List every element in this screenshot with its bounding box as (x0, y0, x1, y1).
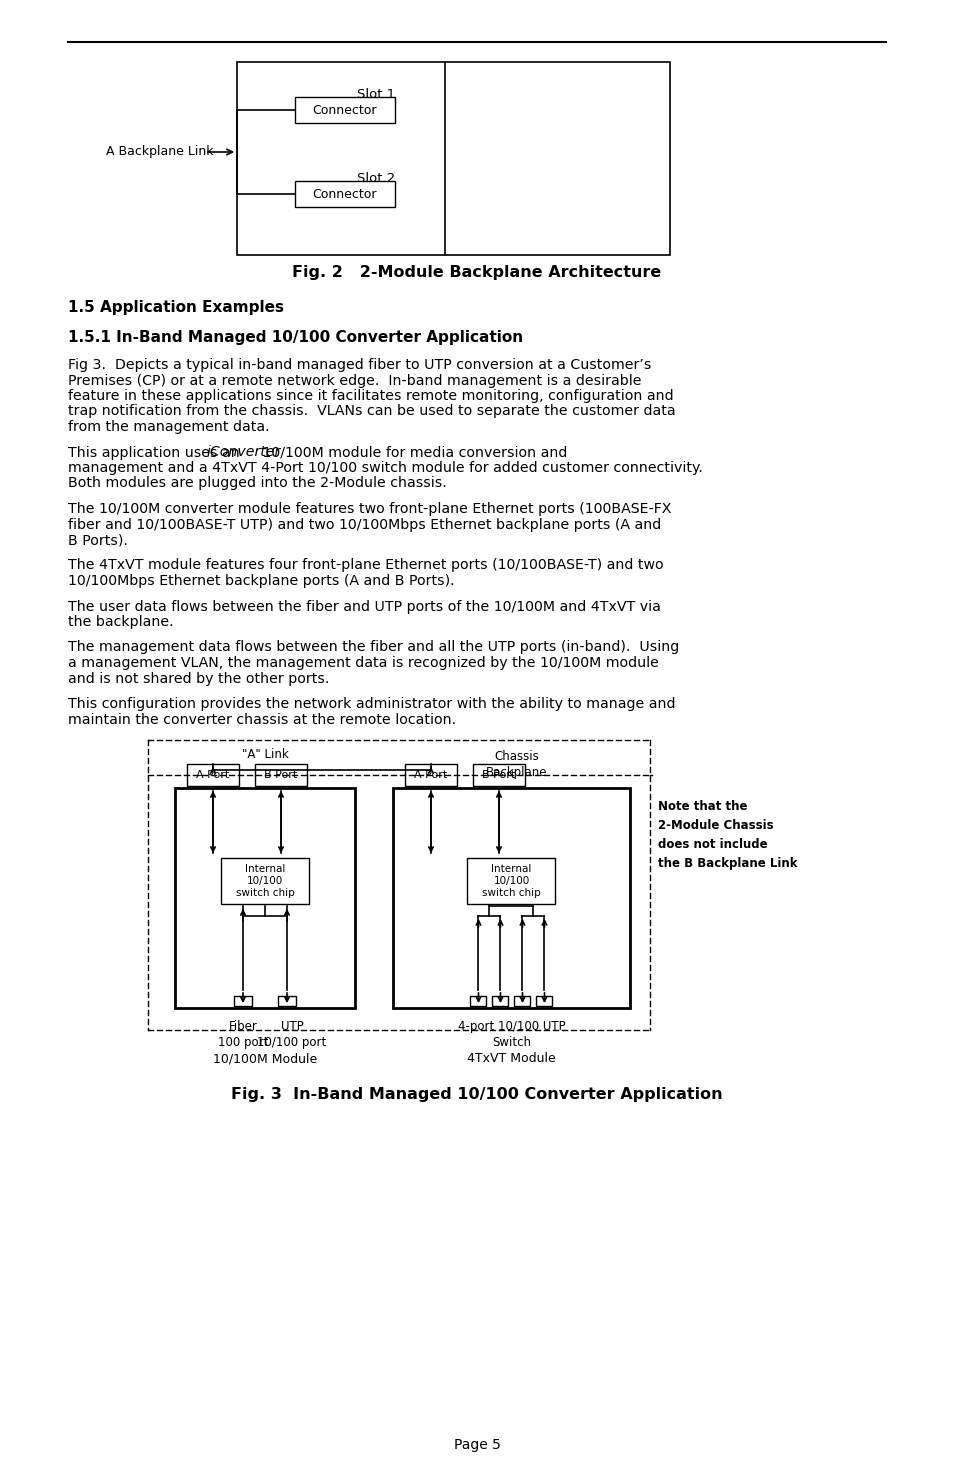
Text: "A" Link: "A" Link (241, 748, 288, 761)
Text: B Ports).: B Ports). (68, 532, 128, 547)
Bar (254, 764, 307, 786)
Text: Fig. 2   2-Module Backplane Architecture: Fig. 2 2-Module Backplane Architecture (292, 266, 661, 280)
Text: This configuration provides the network administrator with the ability to manage: This configuration provides the network … (68, 698, 675, 711)
Text: UTP
10/100 port: UTP 10/100 port (257, 1021, 326, 1049)
Text: fiber and 10/100BASE-T UTP) and two 10/100Mbps Ethernet backplane ports (A and: fiber and 10/100BASE-T UTP) and two 10/1… (68, 518, 660, 531)
Text: 10/100Mbps Ethernet backplane ports (A and B Ports).: 10/100Mbps Ethernet backplane ports (A a… (68, 574, 455, 589)
Text: The user data flows between the fiber and UTP ports of the 10/100M and 4TxVT via: The user data flows between the fiber an… (68, 599, 660, 614)
Text: Internal
10/100
switch chip: Internal 10/100 switch chip (235, 863, 294, 898)
Text: management and a 4TxVT 4-Port 10/100 switch module for added customer connectivi: management and a 4TxVT 4-Port 10/100 swi… (68, 462, 702, 475)
Text: Fiber
100 port: Fiber 100 port (217, 1021, 268, 1049)
Text: This application uses an: This application uses an (68, 445, 244, 460)
Bar (294, 97, 395, 122)
Text: A Backplane Link: A Backplane Link (106, 146, 213, 158)
Bar (236, 62, 669, 255)
Text: Both modules are plugged into the 2-Module chassis.: Both modules are plugged into the 2-Modu… (68, 476, 446, 491)
Text: Chassis
Backplane: Chassis Backplane (485, 749, 547, 779)
Bar (233, 996, 252, 1006)
Text: Slot 1: Slot 1 (356, 87, 395, 100)
Bar (294, 181, 395, 207)
Text: Page 5: Page 5 (453, 1438, 500, 1451)
Text: B Port: B Port (264, 770, 297, 780)
Text: feature in these applications since it facilitates remote monitoring, configurat: feature in these applications since it f… (68, 389, 673, 403)
Text: Connector: Connector (313, 187, 376, 201)
Text: from the management data.: from the management data. (68, 420, 270, 434)
Text: maintain the converter chassis at the remote location.: maintain the converter chassis at the re… (68, 712, 456, 727)
Bar (536, 996, 552, 1006)
Text: trap notification from the chassis.  VLANs can be used to separate the customer : trap notification from the chassis. VLAN… (68, 404, 675, 419)
Text: Connector: Connector (313, 103, 376, 117)
Text: Internal
10/100
switch chip: Internal 10/100 switch chip (481, 863, 540, 898)
Bar (277, 996, 295, 1006)
Text: A Port: A Port (196, 770, 230, 780)
Text: B Port: B Port (482, 770, 515, 780)
Text: 1.5 Application Examples: 1.5 Application Examples (68, 299, 284, 316)
Text: the backplane.: the backplane. (68, 615, 173, 628)
Text: Slot 2: Slot 2 (356, 171, 395, 184)
Bar (405, 764, 456, 786)
Bar (187, 764, 239, 786)
Text: 4-port 10/100 UTP
Switch: 4-port 10/100 UTP Switch (457, 1021, 565, 1049)
Text: A Port: A Port (414, 770, 447, 780)
Bar (492, 996, 508, 1006)
Text: Fig. 3  In-Band Managed 10/100 Converter Application: Fig. 3 In-Band Managed 10/100 Converter … (231, 1087, 722, 1102)
Bar (221, 858, 309, 904)
Text: 1.5.1 In-Band Managed 10/100 Converter Application: 1.5.1 In-Band Managed 10/100 Converter A… (68, 330, 522, 345)
Bar (514, 996, 530, 1006)
Text: a management VLAN, the management data is recognized by the 10/100M module: a management VLAN, the management data i… (68, 656, 659, 670)
Text: 4TxVT Module: 4TxVT Module (467, 1052, 556, 1065)
Text: The 10/100M converter module features two front-plane Ethernet ports (100BASE-FX: The 10/100M converter module features tw… (68, 502, 671, 516)
Bar (467, 858, 555, 904)
Text: 10/100M Module: 10/100M Module (213, 1052, 316, 1065)
Text: The management data flows between the fiber and all the UTP ports (in-band).  Us: The management data flows between the fi… (68, 640, 679, 655)
Text: iConverter: iConverter (207, 445, 281, 460)
Text: The 4TxVT module features four front-plane Ethernet ports (10/100BASE-T) and two: The 4TxVT module features four front-pla… (68, 559, 663, 572)
Bar (470, 996, 486, 1006)
Bar (174, 788, 355, 1007)
Bar (473, 764, 524, 786)
Bar (393, 788, 629, 1007)
Text: Premises (CP) or at a remote network edge.  In-band management is a desirable: Premises (CP) or at a remote network edg… (68, 373, 640, 388)
Text: and is not shared by the other ports.: and is not shared by the other ports. (68, 671, 329, 686)
Text: Fig 3.  Depicts a typical in-band managed fiber to UTP conversion at a Customer’: Fig 3. Depicts a typical in-band managed… (68, 358, 651, 372)
Text: Note that the
2-Module Chassis
does not include
the B Backplane Link: Note that the 2-Module Chassis does not … (658, 799, 797, 870)
Text: 10/100M module for media conversion and: 10/100M module for media conversion and (258, 445, 567, 460)
